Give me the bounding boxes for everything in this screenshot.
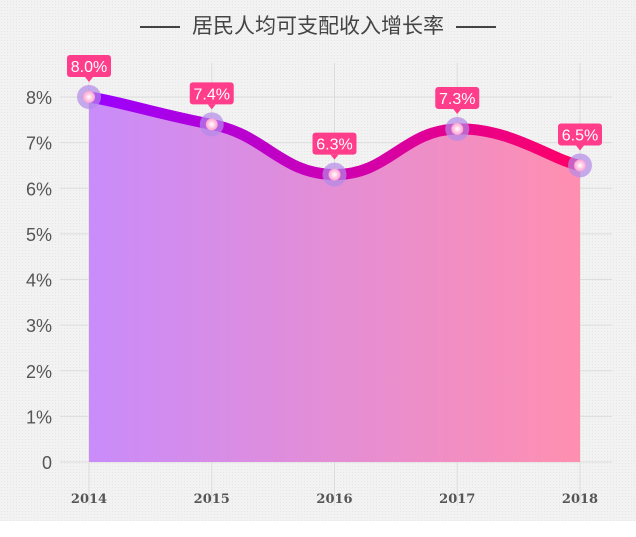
y-tick-label: 3% (26, 316, 52, 336)
data-label-pointer (576, 145, 584, 151)
chart-title-text: 居民人均可支配收入增长率 (192, 15, 444, 38)
x-tick-label: 2016 (316, 492, 352, 507)
y-tick-label: 1% (26, 407, 52, 427)
data-point (205, 118, 218, 131)
data-point (83, 91, 95, 103)
title-dash-left (140, 26, 180, 29)
chart-title: 居民人均可支配收入增长率 (0, 10, 636, 40)
data-label-bg (558, 123, 602, 146)
data-label-bg (312, 132, 357, 155)
data-point (451, 122, 464, 135)
y-tick-label: 4% (26, 271, 52, 291)
title-dash-right (456, 26, 496, 29)
data-label-pointer (453, 108, 462, 114)
data-label: 6.3% (316, 137, 352, 154)
data-label-bg (189, 82, 234, 105)
area-fill (89, 97, 580, 462)
y-tick-label: 8% (26, 88, 52, 108)
data-label: 6.5% (562, 127, 598, 144)
data-label-pointer (330, 154, 339, 160)
y-tick-label: 7% (26, 134, 52, 154)
x-tick-label: 2018 (562, 492, 598, 507)
data-point (328, 168, 341, 181)
data-label: 8.0% (71, 59, 107, 76)
y-tick-label: 2% (26, 362, 52, 382)
data-label-pointer (207, 104, 216, 110)
data-label: 7.4% (194, 86, 230, 103)
y-tick-label: 6% (26, 179, 52, 199)
data-label-bg (435, 86, 480, 109)
data-label-pointer (85, 77, 93, 82)
x-tick-label: 2014 (71, 492, 107, 507)
data-label: 7.3% (439, 91, 475, 108)
data-point (574, 159, 586, 172)
y-tick-label: 0 (42, 453, 52, 473)
x-tick-label: 2017 (439, 492, 475, 507)
data-label-bg (67, 55, 111, 77)
y-tick-label: 5% (26, 225, 52, 245)
x-tick-label: 2015 (194, 492, 230, 507)
